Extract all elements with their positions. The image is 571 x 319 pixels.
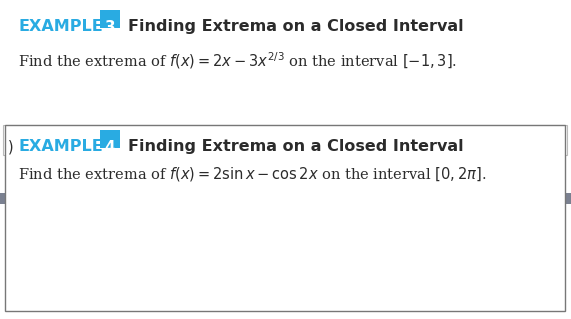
Bar (0, 193, 571, 204)
Bar (3, 125, 567, 155)
Text: Finding Extrema on a Closed Interval: Finding Extrema on a Closed Interval (128, 139, 464, 154)
Text: Finding Extrema on a Closed Interval: Finding Extrema on a Closed Interval (128, 19, 464, 34)
Text: Find the extrema of $f(x) = 2x - 3x^{2/3}$ on the interval $[-1, 3]$.: Find the extrema of $f(x) = 2x - 3x^{2/3… (18, 50, 457, 71)
Bar (100, 10, 120, 28)
Text: 3: 3 (104, 20, 115, 35)
Text: 4: 4 (104, 140, 115, 155)
Text: ): ) (8, 139, 14, 154)
Bar (100, 130, 120, 148)
Text: EXAMPLE: EXAMPLE (18, 19, 103, 34)
Bar (5, 125, 565, 311)
Text: Find the extrema of $f(x) = 2\sin x - \cos 2x$ on the interval $[0, 2\pi]$.: Find the extrema of $f(x) = 2\sin x - \c… (18, 165, 486, 183)
Text: EXAMPLE: EXAMPLE (18, 139, 103, 154)
